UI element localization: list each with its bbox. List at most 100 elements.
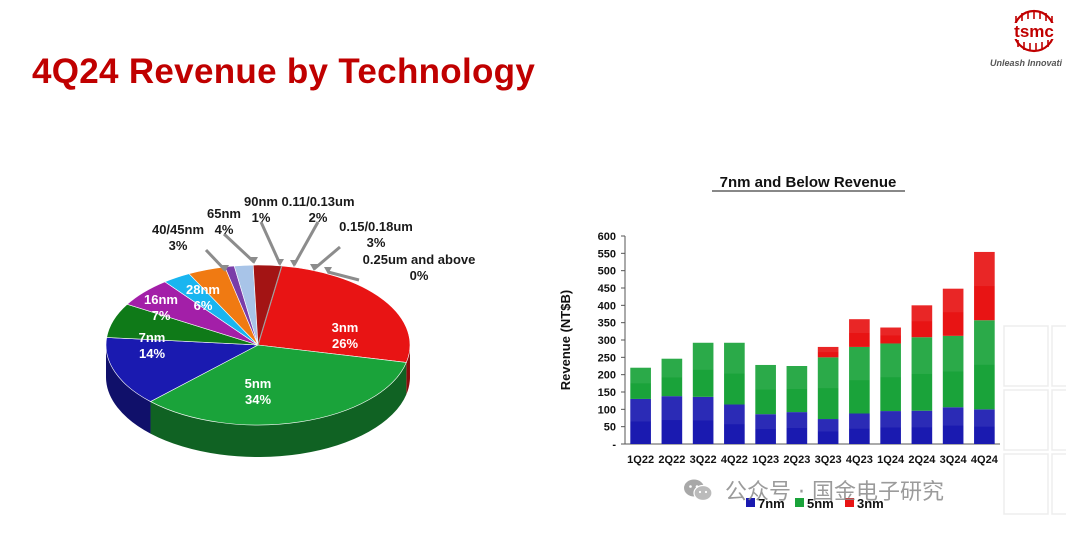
pie-labels: 3nm26%5nm34%7nm14%16nm7%28nm6%40/45nm3%6…: [139, 194, 476, 407]
bar-7nm-3q24: [942, 407, 964, 444]
bar-sheen-3nm-4q24: [974, 251, 995, 287]
tagline: Unleash Innovati: [990, 58, 1063, 68]
pie-pct-0-25um-and-above: 0%: [410, 268, 429, 283]
bar-7nm-3q23: [817, 419, 839, 444]
bar-sheen-5nm-1q23: [755, 364, 776, 390]
pie-leader-90nm: [259, 221, 282, 265]
x-tick-label: 4Q22: [721, 454, 748, 466]
bar-5nm-3q23: [817, 357, 839, 420]
bar-5nm-4q24: [974, 320, 995, 410]
pie-leader-0-25um-and-above: [327, 270, 360, 282]
bar-sheen-3nm-3q23: [817, 346, 839, 353]
bar-5nm-4q23: [849, 346, 870, 414]
pie-slice-0-25um: [257, 265, 283, 346]
pie-pct-40-45nm: 3%: [169, 238, 188, 253]
bar-sheen-7nm-1q22: [630, 398, 651, 422]
wechat-icon: [684, 479, 713, 502]
slide-title: 4Q24 Revenue by Technology: [32, 52, 536, 91]
bar-7nm-2q22: [661, 396, 683, 444]
bar-5nm-3q24: [942, 335, 964, 408]
decorative-grid: [1003, 325, 1066, 515]
bar-sheen-3nm-2q24: [911, 305, 933, 322]
pie-label-5nm: 5nm: [245, 376, 272, 391]
legend-label-7nm: 7nm: [758, 496, 785, 511]
pie-leader-65nm: [222, 232, 256, 264]
bar-5nm-1q22: [630, 367, 651, 399]
bar-sheen-5nm-4q22: [724, 342, 745, 374]
y-tick-label: 300: [598, 335, 616, 347]
pie-pct-28nm: 6%: [194, 298, 213, 313]
legend-label-3nm: 3nm: [857, 496, 884, 511]
pie-slices: [105, 264, 411, 426]
bar-5nm-3q22: [692, 342, 714, 397]
x-tick-label: 2Q24: [908, 454, 936, 466]
y-tick-label: 350: [598, 318, 616, 330]
bar-5nm-2q24: [911, 337, 933, 411]
bar-sheen-7nm-4q22: [724, 404, 745, 425]
pie-leader-arrow-65nm: [250, 257, 258, 264]
pie-slice-7nm: [105, 337, 260, 402]
pie-slice-3nm: [257, 265, 411, 363]
y-tick-label: 500: [598, 266, 616, 278]
bar-sheen-7nm-4q23: [849, 413, 870, 429]
y-tick-label: 450: [598, 283, 616, 295]
bar-sheen-5nm-4q23: [849, 346, 870, 381]
bar-sheen-5nm-4q24: [974, 320, 995, 365]
bar-3nm-1q24: [880, 327, 901, 344]
x-tick-label: 2Q22: [658, 454, 685, 466]
pie-pct-65nm: 4%: [215, 222, 234, 237]
pie-pct-0-11-0-13um: 2%: [309, 210, 328, 225]
pie-label-28nm: 28nm: [186, 282, 220, 297]
bar-7nm-1q24: [880, 411, 901, 444]
bar-5nm-4q22: [724, 342, 745, 405]
bar-sheen-5nm-3q23: [817, 357, 839, 389]
logo-ticks: [1015, 11, 1053, 51]
bar-sheen-7nm-1q24: [880, 411, 901, 428]
pie-chart: 3nm26%5nm34%7nm14%16nm7%28nm6%40/45nm3%6…: [105, 194, 476, 457]
bar-7nm-2q24: [911, 410, 933, 444]
pie-leader-arrow-40-45nm: [221, 265, 229, 272]
y-tick-label: 400: [598, 300, 616, 312]
x-tick-label: 3Q23: [815, 454, 842, 466]
bar-sheen-5nm-2q23: [786, 366, 808, 390]
bar-5nm-1q23: [755, 364, 776, 415]
x-tick-label: 1Q24: [877, 454, 905, 466]
pie-label-0-25um-and-above: 0.25um and above: [363, 252, 476, 267]
pie-label-0-15-0-18um: 0.15/0.18um: [339, 219, 413, 234]
legend-swatch-5nm: [795, 498, 804, 507]
bar-5nm-2q22: [661, 358, 683, 397]
pie-label-40-45nm: 40/45nm: [152, 222, 204, 237]
pie-label-3nm: 3nm: [332, 320, 359, 335]
pie-leader-arrow-0-25um-and-above: [324, 267, 332, 274]
pie-pct-5nm: 34%: [245, 392, 271, 407]
bar-3nm-2q24: [911, 305, 933, 338]
x-tick-label: 4Q23: [846, 454, 873, 466]
watermark: 公众号 · 国金电子研究: [683, 474, 944, 506]
bar-sheen-5nm-2q24: [911, 337, 933, 374]
pie-side-7nm: [106, 344, 151, 434]
bar-sheen-5nm-1q22: [630, 367, 651, 384]
bar-sheen-5nm-3q22: [692, 342, 714, 370]
bar-chart-title: 7nm and Below Revenue: [720, 174, 897, 191]
legend-swatch-3nm: [845, 498, 854, 507]
pie-side-5nm: [150, 362, 407, 457]
pie-label-90nm: 90nm: [244, 194, 278, 209]
y-tick-label: -: [612, 439, 616, 451]
bar-sheen-3nm-3q24: [942, 288, 964, 313]
bar-sheen-7nm-3q24: [942, 407, 964, 426]
pie-pct-16nm: 7%: [152, 308, 171, 323]
bar-sheen-7nm-3q22: [692, 396, 714, 421]
bar-sheen-5nm-1q24: [880, 343, 901, 378]
y-tick-label: 100: [598, 404, 616, 416]
y-tick-label: 550: [598, 248, 616, 260]
y-tick-label: 250: [598, 352, 616, 364]
legend-swatch-7nm: [746, 498, 755, 507]
pie-pct-7nm: 14%: [139, 346, 165, 361]
bar-sheen-3nm-1q24: [880, 327, 901, 336]
x-tick-label: 3Q24: [940, 454, 968, 466]
bar-3nm-4q24: [974, 251, 995, 321]
x-tick-label: 4Q24: [971, 454, 999, 466]
pie-leader-40-45nm: [204, 248, 227, 272]
y-tick-label: 200: [598, 370, 616, 382]
